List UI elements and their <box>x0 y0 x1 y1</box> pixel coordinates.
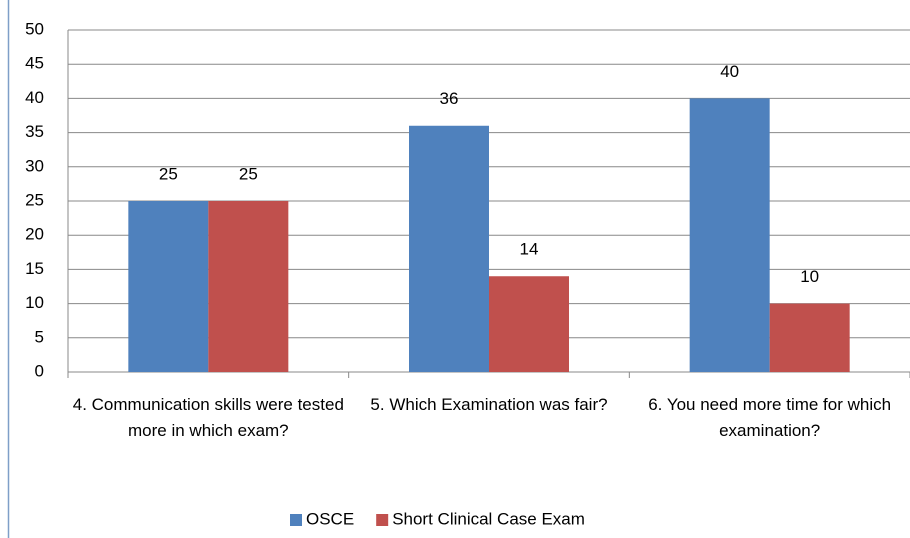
y-tick-label: 35 <box>25 122 44 141</box>
data-label: 10 <box>800 267 819 286</box>
data-label: 25 <box>159 164 178 183</box>
y-tick-label: 0 <box>35 361 44 380</box>
bar <box>128 201 209 372</box>
data-label: 25 <box>239 164 258 183</box>
legend-swatch <box>290 514 302 526</box>
y-tick-label: 45 <box>25 54 44 73</box>
x-tick-label: 6. You need more time for which examinat… <box>648 395 892 440</box>
x-tick-label: 5. Which Examination was fair? <box>370 395 608 414</box>
x-tick-label: 4. Communication skills were tested more… <box>72 395 344 440</box>
bar <box>409 125 489 372</box>
legend-label: OSCE <box>306 509 354 528</box>
bar <box>769 303 850 372</box>
y-tick-label: 40 <box>25 88 44 107</box>
data-label: 36 <box>440 89 459 108</box>
y-tick-label: 25 <box>25 190 44 209</box>
bar <box>689 98 770 373</box>
y-tick-label: 10 <box>25 293 44 312</box>
y-tick-label: 20 <box>25 225 44 244</box>
y-tick-label: 5 <box>35 327 44 346</box>
data-label: 40 <box>720 62 739 81</box>
y-tick-label: 50 <box>25 19 44 38</box>
bar <box>208 201 289 372</box>
y-tick-label: 15 <box>25 259 44 278</box>
legend-label: Short Clinical Case Exam <box>392 509 585 528</box>
bar <box>489 276 569 372</box>
data-label: 14 <box>520 240 539 259</box>
y-tick-label: 30 <box>25 156 44 175</box>
legend-swatch <box>376 514 389 526</box>
